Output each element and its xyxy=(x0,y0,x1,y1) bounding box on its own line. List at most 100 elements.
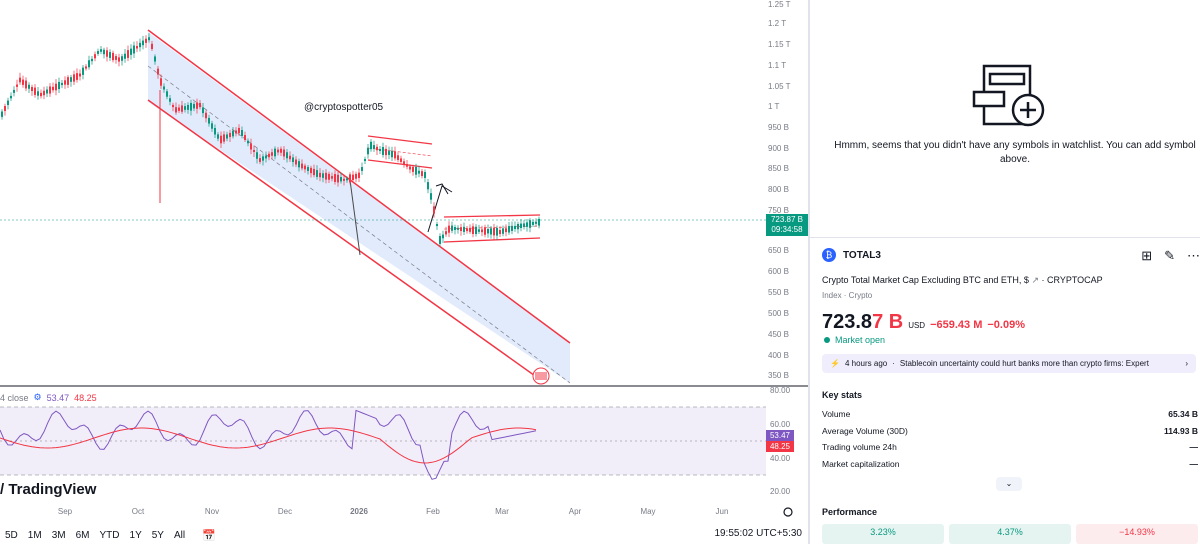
bottom-toolbar: 5D 1M 3M 6M YTD 1Y 5Y All 📅 19:55:02 UTC+5:30 xyxy=(0,526,808,544)
stat-value: — xyxy=(1189,442,1199,452)
date-range-calendar-icon[interactable]: 📅 xyxy=(202,529,216,542)
candle-body xyxy=(505,228,507,233)
candle-body xyxy=(31,86,33,92)
us-flag-stripes-icon xyxy=(535,372,547,380)
candle-body xyxy=(382,147,384,155)
range-lower-line xyxy=(443,237,541,243)
candle-body xyxy=(511,225,513,231)
crypto-logo-icon: ₿ xyxy=(822,248,836,262)
candle-body xyxy=(112,52,114,61)
price-axis-label: 1.25 T xyxy=(768,0,791,9)
chart-pane[interactable]: 1.25 T 1.2 T 1.15 T 1.1 T 1.05 T 1 T 950 B 900 … xyxy=(0,0,808,544)
candle-body xyxy=(49,86,51,94)
candle-body xyxy=(82,67,84,75)
range-button-ytd[interactable]: YTD xyxy=(99,529,120,541)
symbol-ticker[interactable]: TOTAL3 xyxy=(843,249,881,261)
tradingview-logo[interactable]: / TradingView xyxy=(0,481,96,498)
price-axis-label: 450 B xyxy=(768,330,789,339)
candle-body xyxy=(160,78,162,86)
performance-title[interactable]: Performance xyxy=(822,507,878,517)
time-axis-label: Feb xyxy=(426,507,440,516)
candle-body xyxy=(388,151,390,155)
rsi-legend-ma-value: 48.25 xyxy=(74,392,97,403)
range-button-1m[interactable]: 1M xyxy=(27,529,42,541)
price-change-percent: −0.09% xyxy=(987,319,1025,331)
range-button-3m[interactable]: 3M xyxy=(51,529,66,541)
descending-channel-fill xyxy=(148,32,570,383)
performance-box[interactable]: 3.23% xyxy=(822,524,944,544)
price-change: −659.43 M xyxy=(930,319,983,331)
candle-body xyxy=(385,148,387,156)
news-headline[interactable]: ⚡ 4 hours ago · Stablecoin uncertainty c… xyxy=(822,354,1196,373)
range-button-5d[interactable]: 5D xyxy=(5,529,18,541)
candle-body xyxy=(7,100,9,106)
candle-body xyxy=(322,173,324,178)
grid-layout-icon[interactable]: ⊞ xyxy=(1141,248,1153,263)
rsi-legend[interactable]: 4 close ⚙ 53.47 48.25 xyxy=(0,392,97,403)
news-separator: · xyxy=(892,359,895,368)
price-chart[interactable]: 1.25 T 1.2 T 1.15 T 1.1 T 1.05 T 1 T 950 B 900 … xyxy=(0,0,808,544)
candle-body xyxy=(295,159,297,165)
candle-body xyxy=(199,102,201,108)
performance-box[interactable]: 4.37% xyxy=(949,524,1071,544)
more-icon[interactable]: ⋯ xyxy=(1187,248,1200,263)
candle-body xyxy=(28,84,30,89)
price-axis-label: 650 B xyxy=(768,246,789,255)
candle-body xyxy=(448,225,450,233)
candle-body xyxy=(226,134,228,139)
candle-body xyxy=(184,106,186,110)
candle-body xyxy=(445,231,447,235)
candle-body xyxy=(244,135,246,140)
candle-body xyxy=(451,225,453,231)
candle-body xyxy=(172,104,174,108)
range-button-6m[interactable]: 6M xyxy=(75,529,90,541)
candle-body xyxy=(412,166,414,172)
projection-arrow-head xyxy=(435,183,449,195)
candle-body xyxy=(280,148,282,153)
candle-body xyxy=(37,91,39,96)
candle-body xyxy=(370,141,372,150)
candle-body xyxy=(361,167,363,171)
range-button-5y[interactable]: 5Y xyxy=(151,529,164,541)
pane-divider[interactable] xyxy=(808,0,810,544)
candle-body xyxy=(409,166,411,170)
time-axis: Sep Oct Nov Dec 2026 Feb Mar Apr May Jun xyxy=(58,507,729,516)
candle-body xyxy=(97,51,99,54)
symbol-actions: ⊞ ✎ ⋯ xyxy=(1141,248,1200,264)
expand-stats-button[interactable]: ⌄ xyxy=(996,477,1022,491)
key-stats-title[interactable]: Key stats xyxy=(822,390,863,400)
clock[interactable]: 19:55:02 UTC+5:30 xyxy=(714,528,802,539)
candle-body xyxy=(454,227,456,230)
candle-body xyxy=(220,135,222,144)
candle-body xyxy=(55,83,57,91)
external-link-icon[interactable]: ↗ xyxy=(1031,275,1042,285)
candle-body xyxy=(340,177,342,182)
price-axis: 1.25 T 1.2 T 1.15 T 1.1 T 1.05 T 1 T 950 B 900 … xyxy=(768,0,791,380)
candle-body xyxy=(94,54,96,59)
tradingview-logo-text: TradingView xyxy=(8,481,97,498)
candle-body xyxy=(289,155,291,160)
edit-pencil-icon[interactable]: ✎ xyxy=(1164,248,1175,263)
rsi-axis-label: 40.00 xyxy=(770,454,791,463)
time-axis-label: Nov xyxy=(205,507,219,516)
price-axis-label: 900 B xyxy=(768,144,789,153)
candle-body xyxy=(10,95,12,99)
price-axis-label: 850 B xyxy=(768,164,789,173)
candle-body xyxy=(223,134,225,142)
rsi-axis: 80.00 60.00 40.00 20.00 xyxy=(770,386,791,496)
time-axis-label: Dec xyxy=(278,507,292,516)
symbol-header[interactable]: ₿ TOTAL3 xyxy=(822,248,881,262)
symbol-type: Index · Crypto xyxy=(822,291,873,300)
rsi-line xyxy=(0,409,537,480)
range-button-1y[interactable]: 1Y xyxy=(129,529,142,541)
candle-body xyxy=(43,90,45,96)
rsi-settings-icon[interactable]: ⚙ xyxy=(33,392,42,402)
flag-mid-line xyxy=(367,147,433,157)
candle-body xyxy=(139,42,141,48)
performance-box[interactable]: −14.93% xyxy=(1076,524,1198,544)
candle-body xyxy=(274,148,276,157)
stat-label: Market capitalization xyxy=(822,458,900,469)
candle-body xyxy=(88,60,90,68)
range-button-all[interactable]: All xyxy=(173,529,186,541)
candle-body xyxy=(298,161,300,168)
